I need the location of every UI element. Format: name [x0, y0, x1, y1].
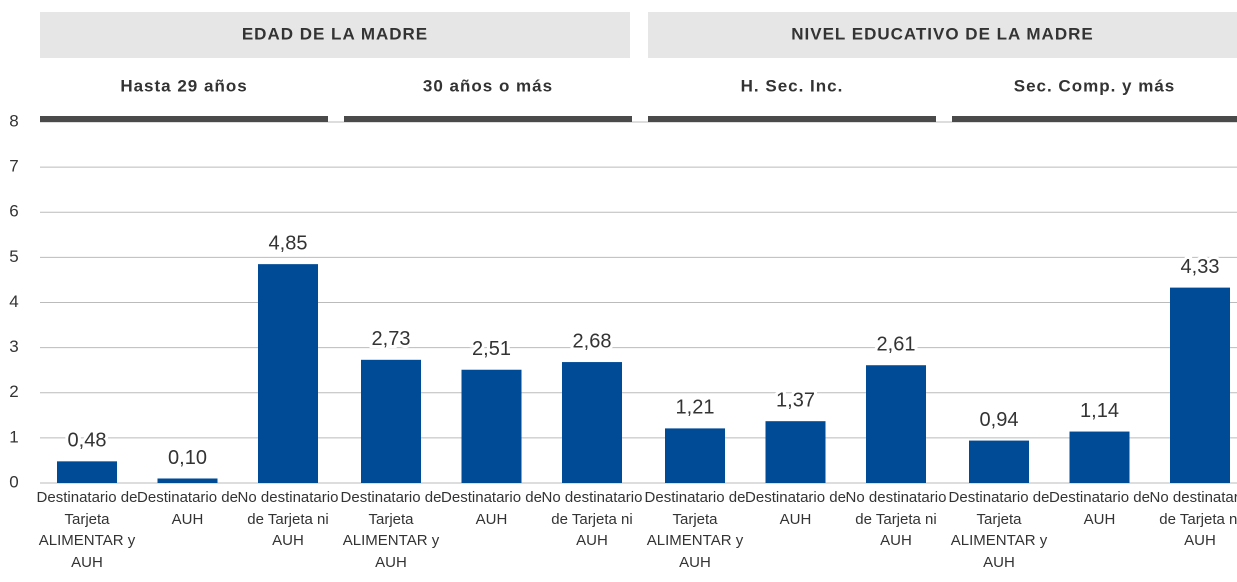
value-label: 0,10	[168, 447, 207, 469]
y-tick-label: 6	[9, 202, 18, 221]
bar	[562, 362, 622, 483]
y-tick-label: 8	[9, 111, 18, 130]
subgroup-rule	[40, 116, 328, 122]
y-tick-label: 7	[9, 157, 18, 176]
value-label: 1,14	[1080, 400, 1119, 422]
x-tick-label: Destinatario de Tarjeta ALIMENTAR y AUH	[340, 489, 442, 571]
x-tick-label: Destinatario de AUH	[745, 489, 846, 528]
x-tick-label: No destinatario de Tarjeta ni AUH	[845, 489, 947, 549]
bar	[157, 478, 218, 483]
y-tick-label: 2	[9, 382, 18, 401]
x-tick-label: Destinatario de Tarjeta ALIMENTAR y AUH	[644, 489, 746, 571]
group-header-bg	[648, 12, 1237, 58]
value-label: 2,73	[372, 328, 411, 350]
subgroup-rule	[952, 116, 1237, 122]
subgroup-rule	[344, 116, 632, 122]
group-header: EDAD DE LA MADRE	[242, 24, 428, 43]
value-label: 4,85	[269, 232, 308, 254]
bar	[258, 264, 318, 483]
group-header: NIVEL EDUCATIVO DE LA MADRE	[791, 24, 1093, 43]
value-label: 4,33	[1181, 256, 1220, 278]
x-tick-label: Destinatario de Tarjeta ALIMENTAR y AUH	[948, 489, 1050, 571]
bar	[361, 359, 421, 483]
x-tick-label: Destinatario de AUH	[1049, 489, 1150, 528]
x-tick-label: No destinatario de Tarjeta ni AUH	[1149, 489, 1237, 549]
x-tick-label: No destinatario de Tarjeta ni AUH	[237, 489, 339, 549]
subgroup-header: Sec. Comp. y más	[1014, 76, 1176, 95]
bar	[57, 461, 117, 483]
value-label: 1,37	[776, 389, 815, 411]
y-tick-label: 5	[9, 247, 18, 266]
y-tick-label: 1	[9, 427, 18, 446]
bar	[1069, 431, 1130, 483]
subgroup-header: Hasta 29 años	[120, 76, 247, 95]
bar	[765, 421, 826, 483]
subgroup-header: H. Sec. Inc.	[741, 76, 844, 95]
value-label: 2,61	[877, 334, 916, 356]
group-header-bg	[40, 12, 630, 58]
x-tick-label: Destinatario de AUH	[137, 489, 238, 528]
x-tick-label: Destinatario de Tarjeta ALIMENTAR y AUH	[36, 489, 138, 571]
value-label: 1,21	[676, 397, 715, 419]
subgroup-rule	[648, 116, 936, 122]
bar	[461, 369, 522, 483]
y-tick-label: 4	[9, 292, 18, 311]
value-label: 2,68	[573, 330, 612, 352]
value-label: 0,48	[68, 430, 107, 452]
bar	[866, 365, 926, 483]
x-tick-label: Destinatario de AUH	[441, 489, 542, 528]
value-label: 0,94	[980, 409, 1019, 431]
value-label: 2,51	[472, 338, 511, 360]
bar	[665, 428, 725, 483]
y-tick-label: 3	[9, 337, 18, 356]
y-tick-label: 0	[9, 472, 18, 491]
subgroup-header: 30 años o más	[423, 76, 553, 95]
x-tick-label: No destinatario de Tarjeta ni AUH	[541, 489, 643, 549]
bar	[1170, 287, 1230, 483]
bar	[969, 440, 1029, 483]
